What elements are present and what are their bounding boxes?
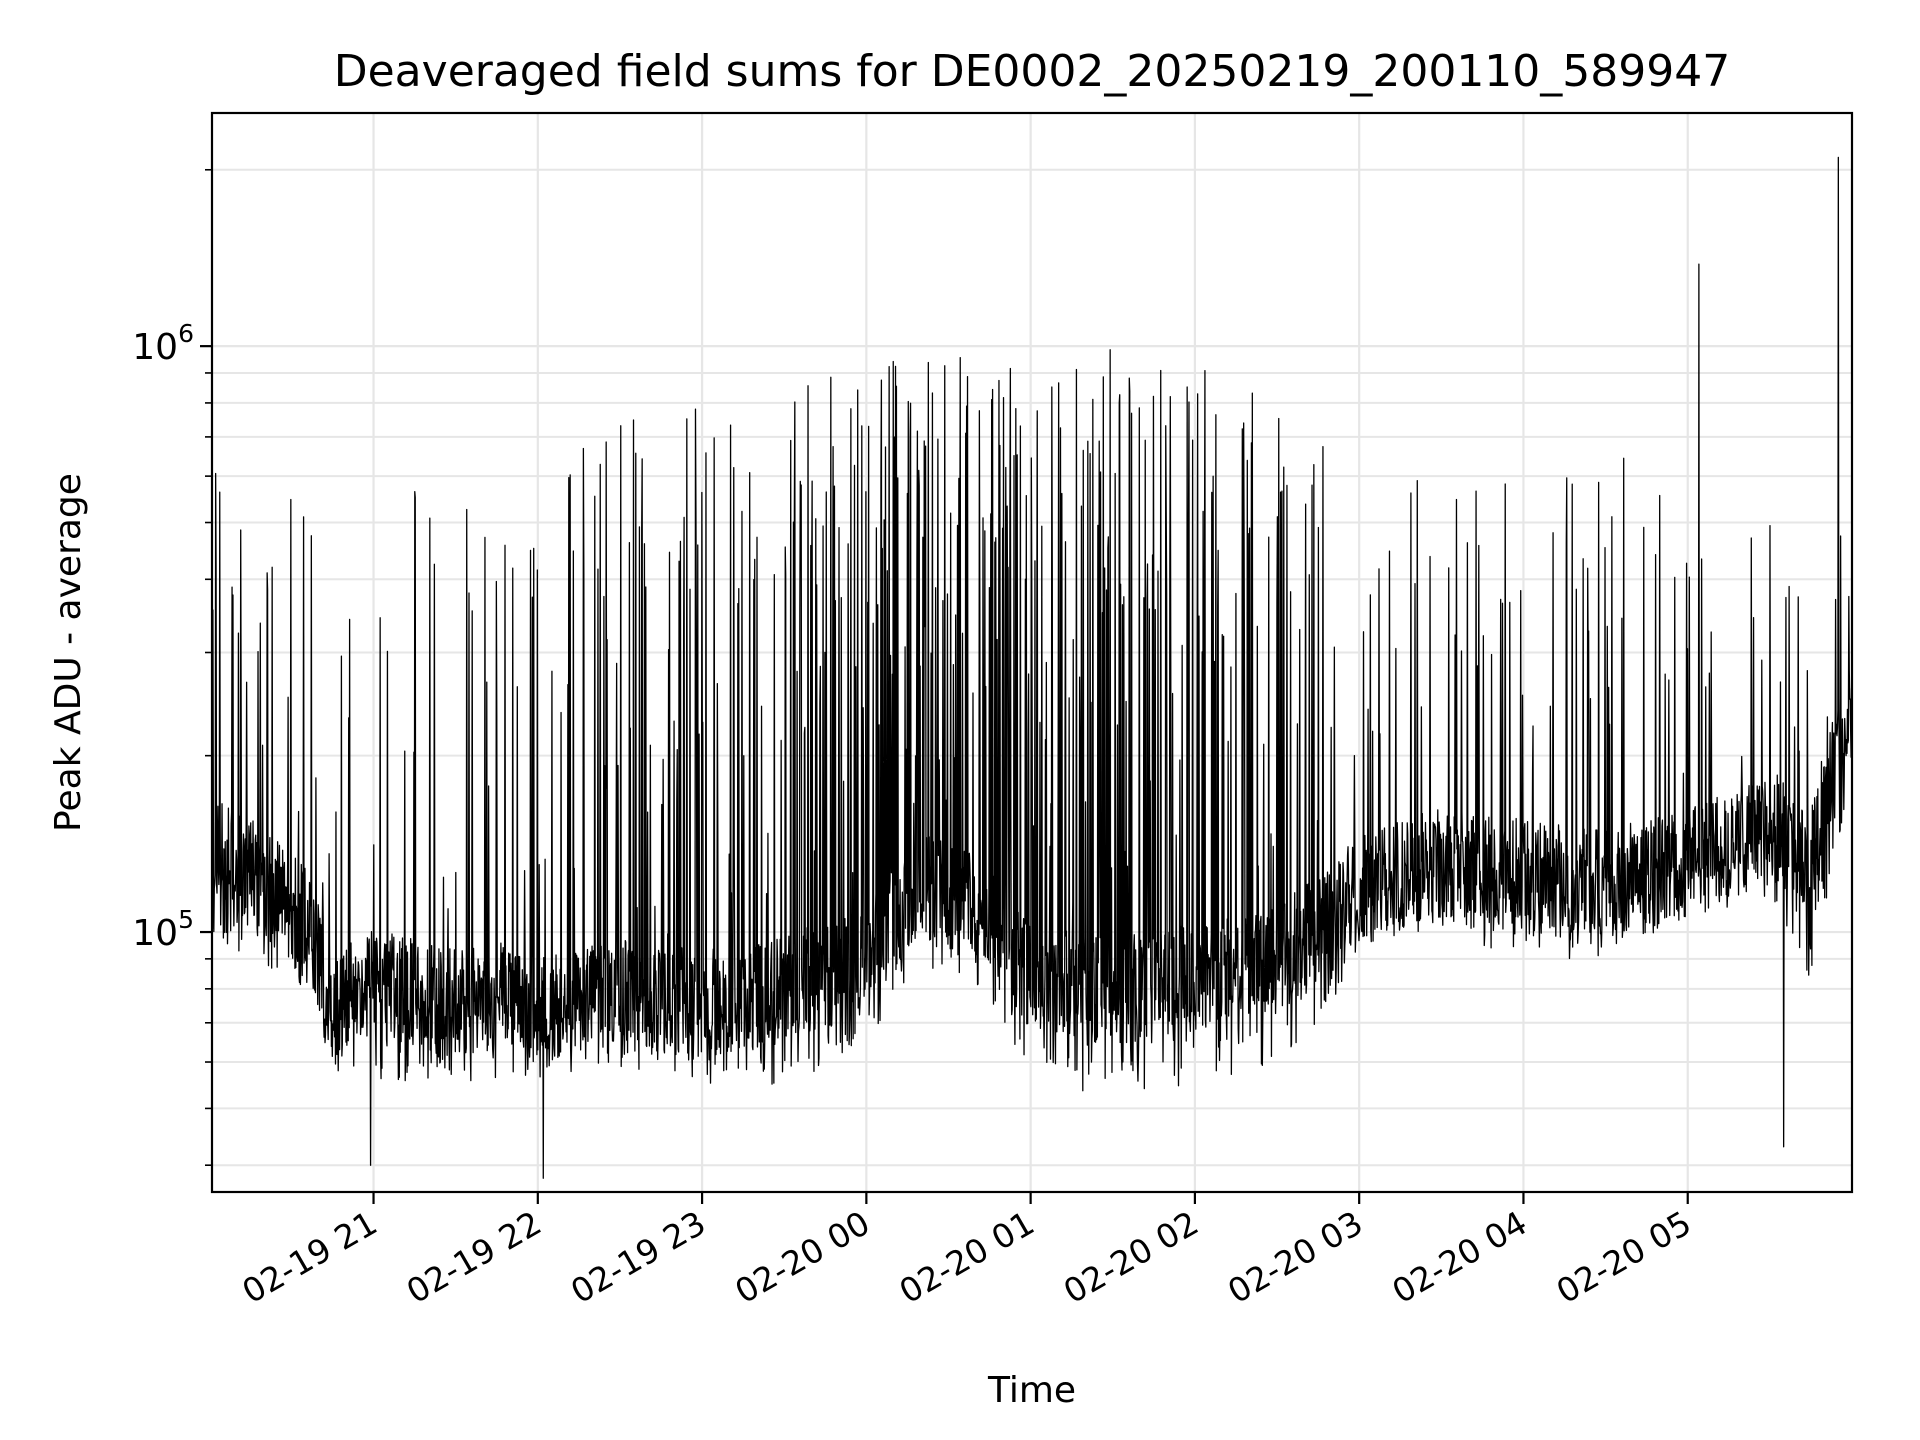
x-tick-label: 02-20 00 <box>728 1203 876 1311</box>
data-series <box>211 156 1853 1179</box>
x-tick-label: 02-20 05 <box>1550 1203 1698 1311</box>
x-tick-label: 02-19 21 <box>236 1203 384 1311</box>
x-tick-label: 02-20 01 <box>893 1203 1041 1311</box>
chart-title: Deaveraged field sums for DE0002_2025021… <box>334 46 1731 97</box>
x-tick-label: 02-19 23 <box>564 1203 712 1311</box>
series-line <box>211 156 1853 1179</box>
x-axis-label: Time <box>987 1370 1076 1411</box>
x-ticks: 02-19 21 02-19 22 02-19 23 02-20 00 02-20 01… <box>236 1192 1698 1311</box>
x-tick-label: 02-20 03 <box>1221 1203 1369 1311</box>
x-tick-label: 02-19 22 <box>400 1203 548 1311</box>
y-ticks: 105 106 <box>132 168 212 1166</box>
y-tick-label: 105 <box>132 905 194 954</box>
y-axis-label: Peak ADU - average <box>48 473 89 832</box>
y-tick-label: 106 <box>132 319 194 368</box>
x-tick-label: 02-20 02 <box>1057 1203 1205 1311</box>
x-tick-label: 02-20 04 <box>1385 1203 1533 1311</box>
